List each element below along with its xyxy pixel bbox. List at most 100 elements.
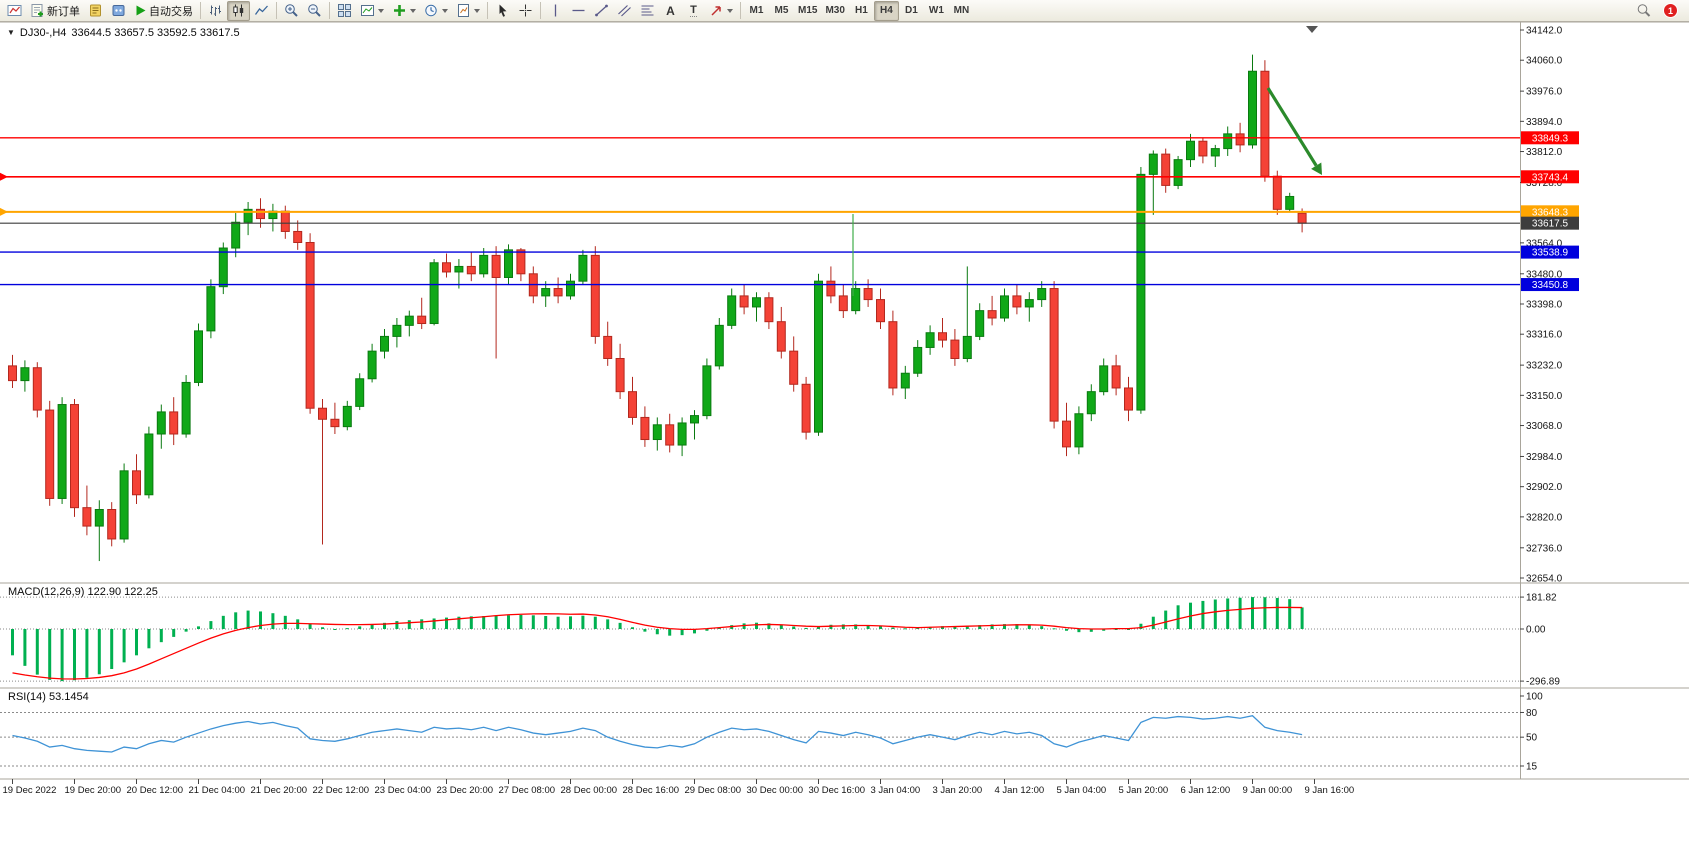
label-tool-icon: T [690, 4, 697, 17]
time-axis[interactable]: 19 Dec 2022 19 Dec 20:00 20 Dec 12:00 21 De… [3, 779, 1355, 796]
svg-text:33648.3: 33648.3 [1532, 207, 1569, 218]
timeframe-mn-button[interactable]: MN [949, 1, 974, 21]
channel-tool-button[interactable] [613, 1, 636, 21]
svg-text:6 Jan 12:00: 6 Jan 12:00 [1181, 785, 1231, 796]
tile-windows-button[interactable] [333, 1, 356, 21]
svg-text:3 Jan 04:00: 3 Jan 04:00 [871, 785, 921, 796]
horizontal-line-tool-button[interactable] [567, 1, 590, 21]
svg-text:28 Dec 16:00: 28 Dec 16:00 [623, 785, 680, 796]
toolbar-separator [200, 2, 201, 19]
price-axis[interactable]: 34142.0 34060.0 33976.0 33894.0 33812.0 33728… [1520, 26, 1563, 585]
svg-text:0.00: 0.00 [1526, 625, 1546, 636]
svg-text:33812.0: 33812.0 [1526, 147, 1563, 158]
cursor-button[interactable] [491, 1, 514, 21]
fibonacci-tool-button[interactable] [636, 1, 659, 21]
text-label-tool-button[interactable]: T [682, 1, 705, 21]
svg-text:28 Dec 00:00: 28 Dec 00:00 [561, 785, 618, 796]
timeframe-h1-button[interactable]: H1 [849, 1, 874, 21]
svg-text:33617.5: 33617.5 [1532, 219, 1569, 230]
svg-text:30 Dec 00:00: 30 Dec 00:00 [747, 785, 804, 796]
svg-text:80: 80 [1526, 708, 1538, 719]
svg-text:100: 100 [1526, 692, 1543, 703]
vertical-line-tool-button[interactable] [544, 1, 567, 21]
svg-text:5 Jan 04:00: 5 Jan 04:00 [1057, 785, 1107, 796]
crosshair-icon [519, 4, 532, 17]
svg-text:33743.4: 33743.4 [1532, 172, 1569, 183]
svg-text:33450.8: 33450.8 [1532, 280, 1569, 291]
svg-text:27 Dec 08:00: 27 Dec 08:00 [499, 785, 556, 796]
symbol-period: DJ30-,H4 [19, 27, 67, 39]
candlestick-icon [233, 4, 244, 17]
timeframe-m1-button[interactable]: M1 [744, 1, 769, 21]
zoom-in-icon [285, 4, 298, 17]
templates-button[interactable] [452, 1, 484, 21]
trendline-tool-button[interactable] [590, 1, 613, 21]
horizontal-line-icon [572, 9, 585, 12]
macd-layer: 181.82 0.00 -296.89 [0, 593, 1560, 688]
svg-text:33316.0: 33316.0 [1526, 330, 1563, 341]
ohlc-bars-icon [210, 5, 221, 16]
one-click-trading-toggle[interactable]: ▼ [7, 28, 15, 37]
dropdown-caret [442, 8, 448, 13]
new-order-label: 新订单 [47, 5, 80, 18]
zoom-out-button[interactable] [303, 1, 326, 21]
svg-text:22 Dec 12:00: 22 Dec 12:00 [313, 785, 370, 796]
timeframe-m5-button[interactable]: M5 [769, 1, 794, 21]
line-chart-mode-button[interactable] [250, 1, 273, 21]
toolbar-separator [329, 2, 330, 19]
timeframe-m15-button[interactable]: M15 [794, 1, 821, 21]
indicator-list-button[interactable] [356, 1, 388, 21]
svg-text:9 Jan 16:00: 9 Jan 16:00 [1305, 785, 1355, 796]
dropdown-caret [410, 8, 416, 13]
zoom-in-button[interactable] [280, 1, 303, 21]
toolbar-separator [740, 2, 741, 19]
svg-text:33728.0: 33728.0 [1526, 178, 1563, 189]
text-tool-icon: A [666, 3, 675, 18]
svg-text:33232.0: 33232.0 [1526, 361, 1563, 372]
script-icon [90, 4, 101, 17]
rsi-indicator-label: RSI(14) 53.1454 [8, 691, 89, 703]
auto-trading-label: 自动交易 [149, 5, 193, 18]
svg-text:32654.0: 32654.0 [1526, 574, 1563, 585]
svg-text:32902.0: 32902.0 [1526, 482, 1563, 493]
charts-window-button[interactable] [3, 1, 26, 21]
svg-text:34060.0: 34060.0 [1526, 56, 1563, 67]
dropdown-caret [378, 8, 384, 13]
trendline-icon [595, 4, 608, 17]
toolbar-separator [276, 2, 277, 19]
svg-text:30 Dec 16:00: 30 Dec 16:00 [809, 785, 866, 796]
svg-text:33976.0: 33976.0 [1526, 87, 1563, 98]
candlestick-mode-button[interactable] [227, 0, 250, 21]
periods-button[interactable] [420, 1, 452, 21]
notifications-button[interactable]: 1 [1659, 1, 1682, 21]
add-indicator-button[interactable] [388, 1, 420, 21]
new-order-button[interactable]: 新订单 [26, 1, 84, 21]
macd-indicator-label: MACD(12,26,9) 122.90 122.25 [8, 586, 158, 598]
bar-chart-mode-button[interactable] [204, 1, 227, 21]
svg-text:32820.0: 32820.0 [1526, 512, 1563, 523]
arrows-tool-button[interactable] [705, 1, 737, 21]
timeframe-w1-button[interactable]: W1 [924, 1, 949, 21]
auto-trading-button[interactable]: 自动交易 [130, 1, 197, 21]
timeframe-h4-button[interactable]: H4 [873, 0, 899, 21]
notification-badge: 1 [1663, 3, 1678, 18]
dropdown-caret [727, 8, 733, 13]
svg-text:34142.0: 34142.0 [1526, 26, 1563, 37]
expert-advisors-button[interactable] [107, 1, 130, 21]
toolbar-separator [487, 2, 488, 19]
search-button[interactable] [1632, 1, 1655, 21]
timeframe-d1-button[interactable]: D1 [899, 1, 924, 21]
tile-windows-icon [338, 4, 351, 17]
chart-frame [0, 21, 1689, 780]
scripts-button[interactable] [84, 1, 107, 21]
timeframe-m30-button[interactable]: M30 [821, 1, 848, 21]
toolbar-right: 1 [1632, 1, 1686, 21]
add-indicator-icon [394, 5, 405, 16]
svg-text:33150.0: 33150.0 [1526, 391, 1563, 402]
toolbar: 新订单 自动交易 [0, 0, 1689, 22]
zoom-out-icon [308, 4, 321, 17]
crosshair-button[interactable] [514, 1, 537, 21]
text-tool-button[interactable]: A [659, 1, 682, 21]
